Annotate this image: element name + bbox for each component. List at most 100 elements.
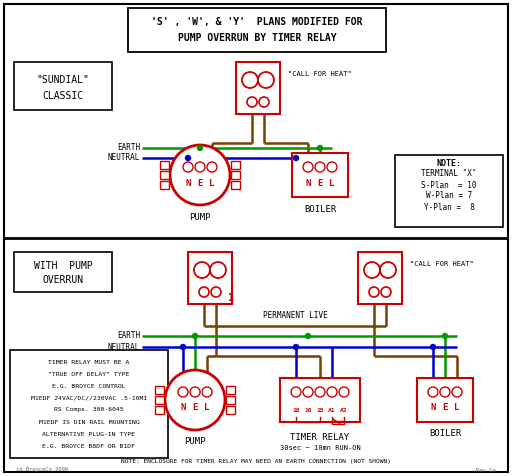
Text: M1EDF 24VAC/DC//230VAC .5-10MI: M1EDF 24VAC/DC//230VAC .5-10MI: [31, 396, 147, 400]
FancyBboxPatch shape: [231, 171, 240, 179]
Circle shape: [317, 146, 323, 150]
Circle shape: [291, 387, 301, 397]
Text: M1EDF IS DIN RAIL MOUNTING: M1EDF IS DIN RAIL MOUNTING: [38, 419, 139, 425]
Circle shape: [211, 287, 221, 297]
Text: 'S' , 'W', & 'Y'  PLANS MODIFIED FOR: 'S' , 'W', & 'Y' PLANS MODIFIED FOR: [151, 17, 362, 27]
Circle shape: [194, 262, 210, 278]
Circle shape: [247, 97, 257, 107]
Text: Rev 1a: Rev 1a: [477, 467, 496, 473]
FancyBboxPatch shape: [4, 4, 508, 472]
Text: WITH  PUMP: WITH PUMP: [34, 261, 92, 271]
FancyBboxPatch shape: [160, 181, 169, 189]
Circle shape: [193, 334, 198, 338]
Text: E: E: [193, 404, 198, 413]
Text: x: x: [264, 77, 268, 83]
Circle shape: [178, 387, 188, 397]
Text: S-Plan  = 10: S-Plan = 10: [421, 180, 477, 189]
Text: NOTE:: NOTE:: [437, 159, 461, 168]
Text: 15: 15: [316, 407, 324, 413]
Text: PUMP: PUMP: [184, 437, 206, 446]
FancyBboxPatch shape: [395, 155, 503, 227]
Text: 30sec ~ 10mn RUN-ON: 30sec ~ 10mn RUN-ON: [280, 445, 360, 451]
Circle shape: [339, 387, 349, 397]
Circle shape: [303, 162, 313, 172]
FancyBboxPatch shape: [231, 161, 240, 169]
Circle shape: [258, 72, 274, 88]
Text: EARTH: EARTH: [117, 331, 140, 340]
FancyBboxPatch shape: [128, 8, 386, 52]
FancyBboxPatch shape: [10, 350, 168, 458]
Circle shape: [170, 145, 230, 205]
Text: ALTERNATIVE PLUG-IN TYPE: ALTERNATIVE PLUG-IN TYPE: [42, 432, 136, 436]
Circle shape: [202, 387, 212, 397]
Text: x: x: [370, 267, 374, 273]
FancyBboxPatch shape: [292, 153, 348, 197]
Circle shape: [428, 387, 438, 397]
FancyBboxPatch shape: [160, 171, 169, 179]
Circle shape: [190, 387, 200, 397]
Text: BOILER: BOILER: [304, 205, 336, 214]
Text: NEUTRAL: NEUTRAL: [108, 343, 140, 351]
Circle shape: [242, 72, 258, 88]
Text: BOILER: BOILER: [429, 429, 461, 438]
Circle shape: [431, 345, 436, 349]
Text: "SUNDIAL": "SUNDIAL": [36, 75, 90, 85]
Text: N: N: [430, 404, 436, 413]
FancyBboxPatch shape: [280, 378, 360, 422]
Circle shape: [185, 156, 190, 160]
Text: E: E: [317, 178, 323, 188]
FancyBboxPatch shape: [188, 252, 232, 304]
Circle shape: [442, 334, 447, 338]
Text: E: E: [197, 178, 203, 188]
Circle shape: [303, 387, 313, 397]
FancyBboxPatch shape: [231, 181, 240, 189]
Text: OVERRUN: OVERRUN: [42, 275, 83, 285]
Circle shape: [327, 162, 337, 172]
Circle shape: [199, 287, 209, 297]
Circle shape: [183, 162, 193, 172]
Circle shape: [198, 146, 203, 150]
Text: EARTH: EARTH: [117, 143, 140, 152]
Text: NEUTRAL: NEUTRAL: [108, 153, 140, 162]
Circle shape: [452, 387, 462, 397]
Text: N: N: [305, 178, 311, 188]
Text: L: L: [209, 178, 215, 188]
Text: TIMER RELAY: TIMER RELAY: [290, 434, 350, 443]
Text: A2: A2: [340, 407, 348, 413]
Circle shape: [364, 262, 380, 278]
FancyBboxPatch shape: [358, 252, 402, 304]
Text: CLASSIC: CLASSIC: [42, 91, 83, 101]
Text: TIMER RELAY MUST BE A: TIMER RELAY MUST BE A: [48, 359, 130, 365]
FancyBboxPatch shape: [155, 386, 164, 394]
FancyBboxPatch shape: [417, 378, 473, 422]
Text: A1: A1: [328, 407, 336, 413]
Circle shape: [293, 345, 298, 349]
Circle shape: [369, 287, 379, 297]
Text: x: x: [248, 77, 252, 83]
Text: "TRUE OFF DELAY" TYPE: "TRUE OFF DELAY" TYPE: [48, 371, 130, 377]
Text: N: N: [185, 178, 190, 188]
Text: E: E: [442, 404, 447, 413]
Text: L: L: [329, 178, 335, 188]
FancyBboxPatch shape: [226, 386, 235, 394]
FancyBboxPatch shape: [236, 62, 280, 114]
Text: E.G. BROYCE CONTROL: E.G. BROYCE CONTROL: [52, 384, 126, 388]
Text: N: N: [180, 404, 186, 413]
FancyBboxPatch shape: [155, 406, 164, 414]
Circle shape: [195, 162, 205, 172]
FancyBboxPatch shape: [14, 252, 112, 292]
Text: PERMANENT LIVE: PERMANENT LIVE: [263, 311, 327, 320]
Circle shape: [207, 162, 217, 172]
Text: PUMP: PUMP: [189, 212, 211, 221]
Text: L: L: [204, 404, 210, 413]
Circle shape: [315, 387, 325, 397]
Circle shape: [327, 387, 337, 397]
Text: 1: 1: [227, 293, 233, 303]
Text: NOTE: ENCLOSURE FOR TIMER RELAY MAY NEED AN EARTH CONNECTION (NOT SHOWN): NOTE: ENCLOSURE FOR TIMER RELAY MAY NEED…: [121, 459, 391, 465]
Circle shape: [440, 387, 450, 397]
Text: x: x: [386, 267, 390, 273]
FancyBboxPatch shape: [155, 396, 164, 404]
Circle shape: [210, 262, 226, 278]
Text: "CALL FOR HEAT": "CALL FOR HEAT": [288, 71, 352, 77]
FancyBboxPatch shape: [14, 62, 112, 110]
